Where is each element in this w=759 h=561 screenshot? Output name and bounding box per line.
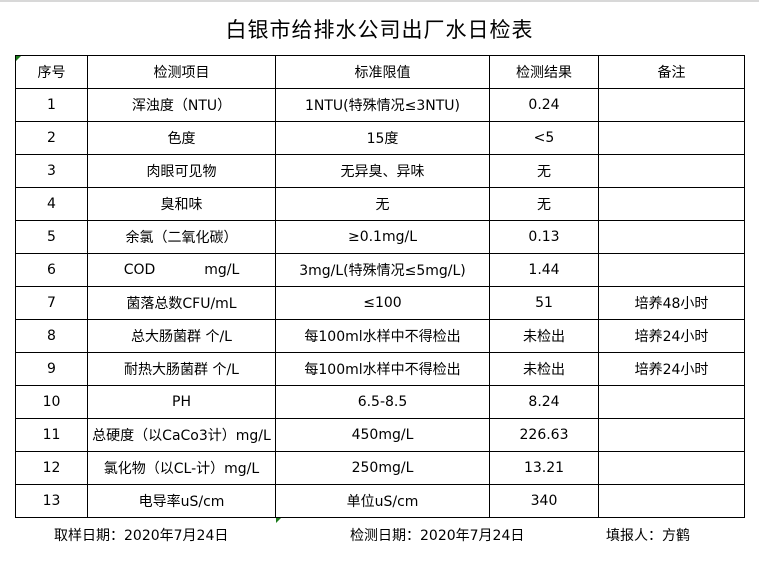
cell-standard[interactable]: 每100ml水样中不得检出 [275,319,490,353]
cell-standard[interactable]: 无 [275,187,490,221]
cell-standard[interactable]: ≤100 [275,286,490,320]
cell-index[interactable]: 4 [15,187,88,221]
table-row: 8 总大肠菌群 个/L 每100ml水样中不得检出 未检出 培养24小时 [15,319,745,353]
cell-standard[interactable]: 250mg/L [275,451,490,485]
table-row: 3 肉眼可见物 无异臭、异味无 [15,154,745,188]
cell-standard[interactable]: 3mg/L(特殊情况≤5mg/L) [275,253,490,287]
cell-index[interactable]: 13 [15,484,88,518]
header-remark[interactable]: 备注 [598,55,745,89]
cell-index[interactable]: 5 [15,220,88,254]
cell-result[interactable]: 未检出 [489,352,599,386]
cell-index[interactable]: 3 [15,154,88,188]
table-row: 6 COD mg/L 3mg/L(特殊情况≤5mg/L) 1.44 [15,253,745,287]
table-row: 5 余氯（二氧化碳） ≥0.1mg/L 0.13 [15,220,745,254]
cell-remark[interactable]: 培养24小时 [598,352,745,386]
table-row: 4 臭和味无无 [15,187,745,221]
header-standard[interactable]: 标准限值 [275,55,490,89]
cell-item[interactable]: 色度 [87,121,276,155]
cell-item[interactable]: 总大肠菌群 个/L [87,319,276,353]
table-row: 1 浑浊度（NTU） 1NTU(特殊情况≤3NTU) 0.24 [15,88,745,122]
cell-item[interactable]: PH [87,385,276,419]
table-row: 9 耐热大肠菌群 个/L 每100ml水样中不得检出 未检出 培养24小时 [15,352,745,386]
cell-remark[interactable] [598,418,745,452]
cell-item[interactable]: 菌落总数CFU/mL [87,286,276,320]
cell-remark[interactable] [598,187,745,221]
table-row: 2 色度 15度 <5 [15,121,745,155]
cell-item[interactable]: 余氯（二氧化碳） [87,220,276,254]
sheet-gridline [0,0,759,2]
cell-item[interactable]: COD mg/L [87,253,276,287]
table-row: 10 PH 6.5-8.5 8.24 [15,385,745,419]
cell-remark[interactable] [598,253,745,287]
cell-result[interactable]: 226.63 [489,418,599,452]
cell-standard[interactable]: 6.5-8.5 [275,385,490,419]
cell-comment-marker [16,56,21,61]
cell-remark[interactable]: 培养24小时 [598,319,745,353]
page-title: 白银市给排水公司出厂水日检表 [225,18,534,42]
cell-standard[interactable]: 每100ml水样中不得检出 [275,352,490,386]
cell-result[interactable]: 1.44 [489,253,599,287]
cell-item[interactable]: 臭和味 [87,187,276,221]
inspection-table: 序号 检测项目 标准限值 检测结果 备注 1 浑浊度（NTU） 1NTU(特殊情况≤3NTU)… [15,55,745,518]
cell-standard[interactable]: 无异臭、异味 [275,154,490,188]
cell-remark[interactable]: 培养48小时 [598,286,745,320]
cell-item[interactable]: 氯化物（以CL-计）mg/L [87,451,276,485]
cell-item[interactable]: 肉眼可见物 [87,154,276,188]
cell-result[interactable]: <5 [489,121,599,155]
cell-index[interactable]: 9 [15,352,88,386]
cell-remark[interactable] [598,484,745,518]
cell-index[interactable]: 6 [15,253,88,287]
cell-result[interactable]: 无 [489,187,599,221]
cell-index[interactable]: 2 [15,121,88,155]
cell-index[interactable]: 10 [15,385,88,419]
cell-index[interactable]: 8 [15,319,88,353]
sampling-date: 取样日期：2020年7月24日 [54,528,229,544]
cell-item[interactable]: 电导率uS/cm [87,484,276,518]
cell-result[interactable]: 340 [489,484,599,518]
cell-remark[interactable] [598,154,745,188]
cell-index[interactable]: 1 [15,88,88,122]
cell-remark[interactable] [598,88,745,122]
cell-item[interactable]: 浑浊度（NTU） [87,88,276,122]
header-row: 序号 检测项目 标准限值 检测结果 备注 [15,55,745,89]
cell-item[interactable]: 总硬度（以CaCo3计）mg/L [87,418,276,452]
cell-result[interactable]: 0.13 [489,220,599,254]
cell-result[interactable]: 未检出 [489,319,599,353]
cell-result[interactable]: 0.24 [489,88,599,122]
cell-remark[interactable] [598,220,745,254]
cell-standard[interactable]: 1NTU(特殊情况≤3NTU) [275,88,490,122]
test-date: 检测日期：2020年7月24日 [350,528,525,544]
cell-remark[interactable] [598,121,745,155]
cell-result[interactable]: 51 [489,286,599,320]
cell-index[interactable]: 12 [15,451,88,485]
cell-result[interactable]: 13.21 [489,451,599,485]
cell-remark[interactable] [598,451,745,485]
table-row: 11 总硬度（以CaCo3计）mg/L 450mg/L 226.63 [15,418,745,452]
reporter: 填报人：方鹤 [606,528,690,544]
cell-standard[interactable]: 450mg/L [275,418,490,452]
header-index[interactable]: 序号 [15,55,88,89]
cell-result[interactable]: 8.24 [489,385,599,419]
cell-index[interactable]: 11 [15,418,88,452]
cell-remark[interactable] [598,385,745,419]
cell-result[interactable]: 无 [489,154,599,188]
table-row: 13 电导率uS/cm 单位uS/cm 340 [15,484,745,518]
cell-standard[interactable]: 单位uS/cm [275,484,490,518]
header-item[interactable]: 检测项目 [87,55,276,89]
table-row: 7 菌落总数CFU/mL ≤100 51 培养48小时 [15,286,745,320]
cell-index[interactable]: 7 [15,286,88,320]
cell-item[interactable]: 耐热大肠菌群 个/L [87,352,276,386]
cell-standard[interactable]: ≥0.1mg/L [275,220,490,254]
header-result[interactable]: 检测结果 [489,55,599,89]
table-row: 12 氯化物（以CL-计）mg/L 250mg/L 13.21 [15,451,745,485]
cell-standard[interactable]: 15度 [275,121,490,155]
cell-comment-marker [276,518,281,523]
